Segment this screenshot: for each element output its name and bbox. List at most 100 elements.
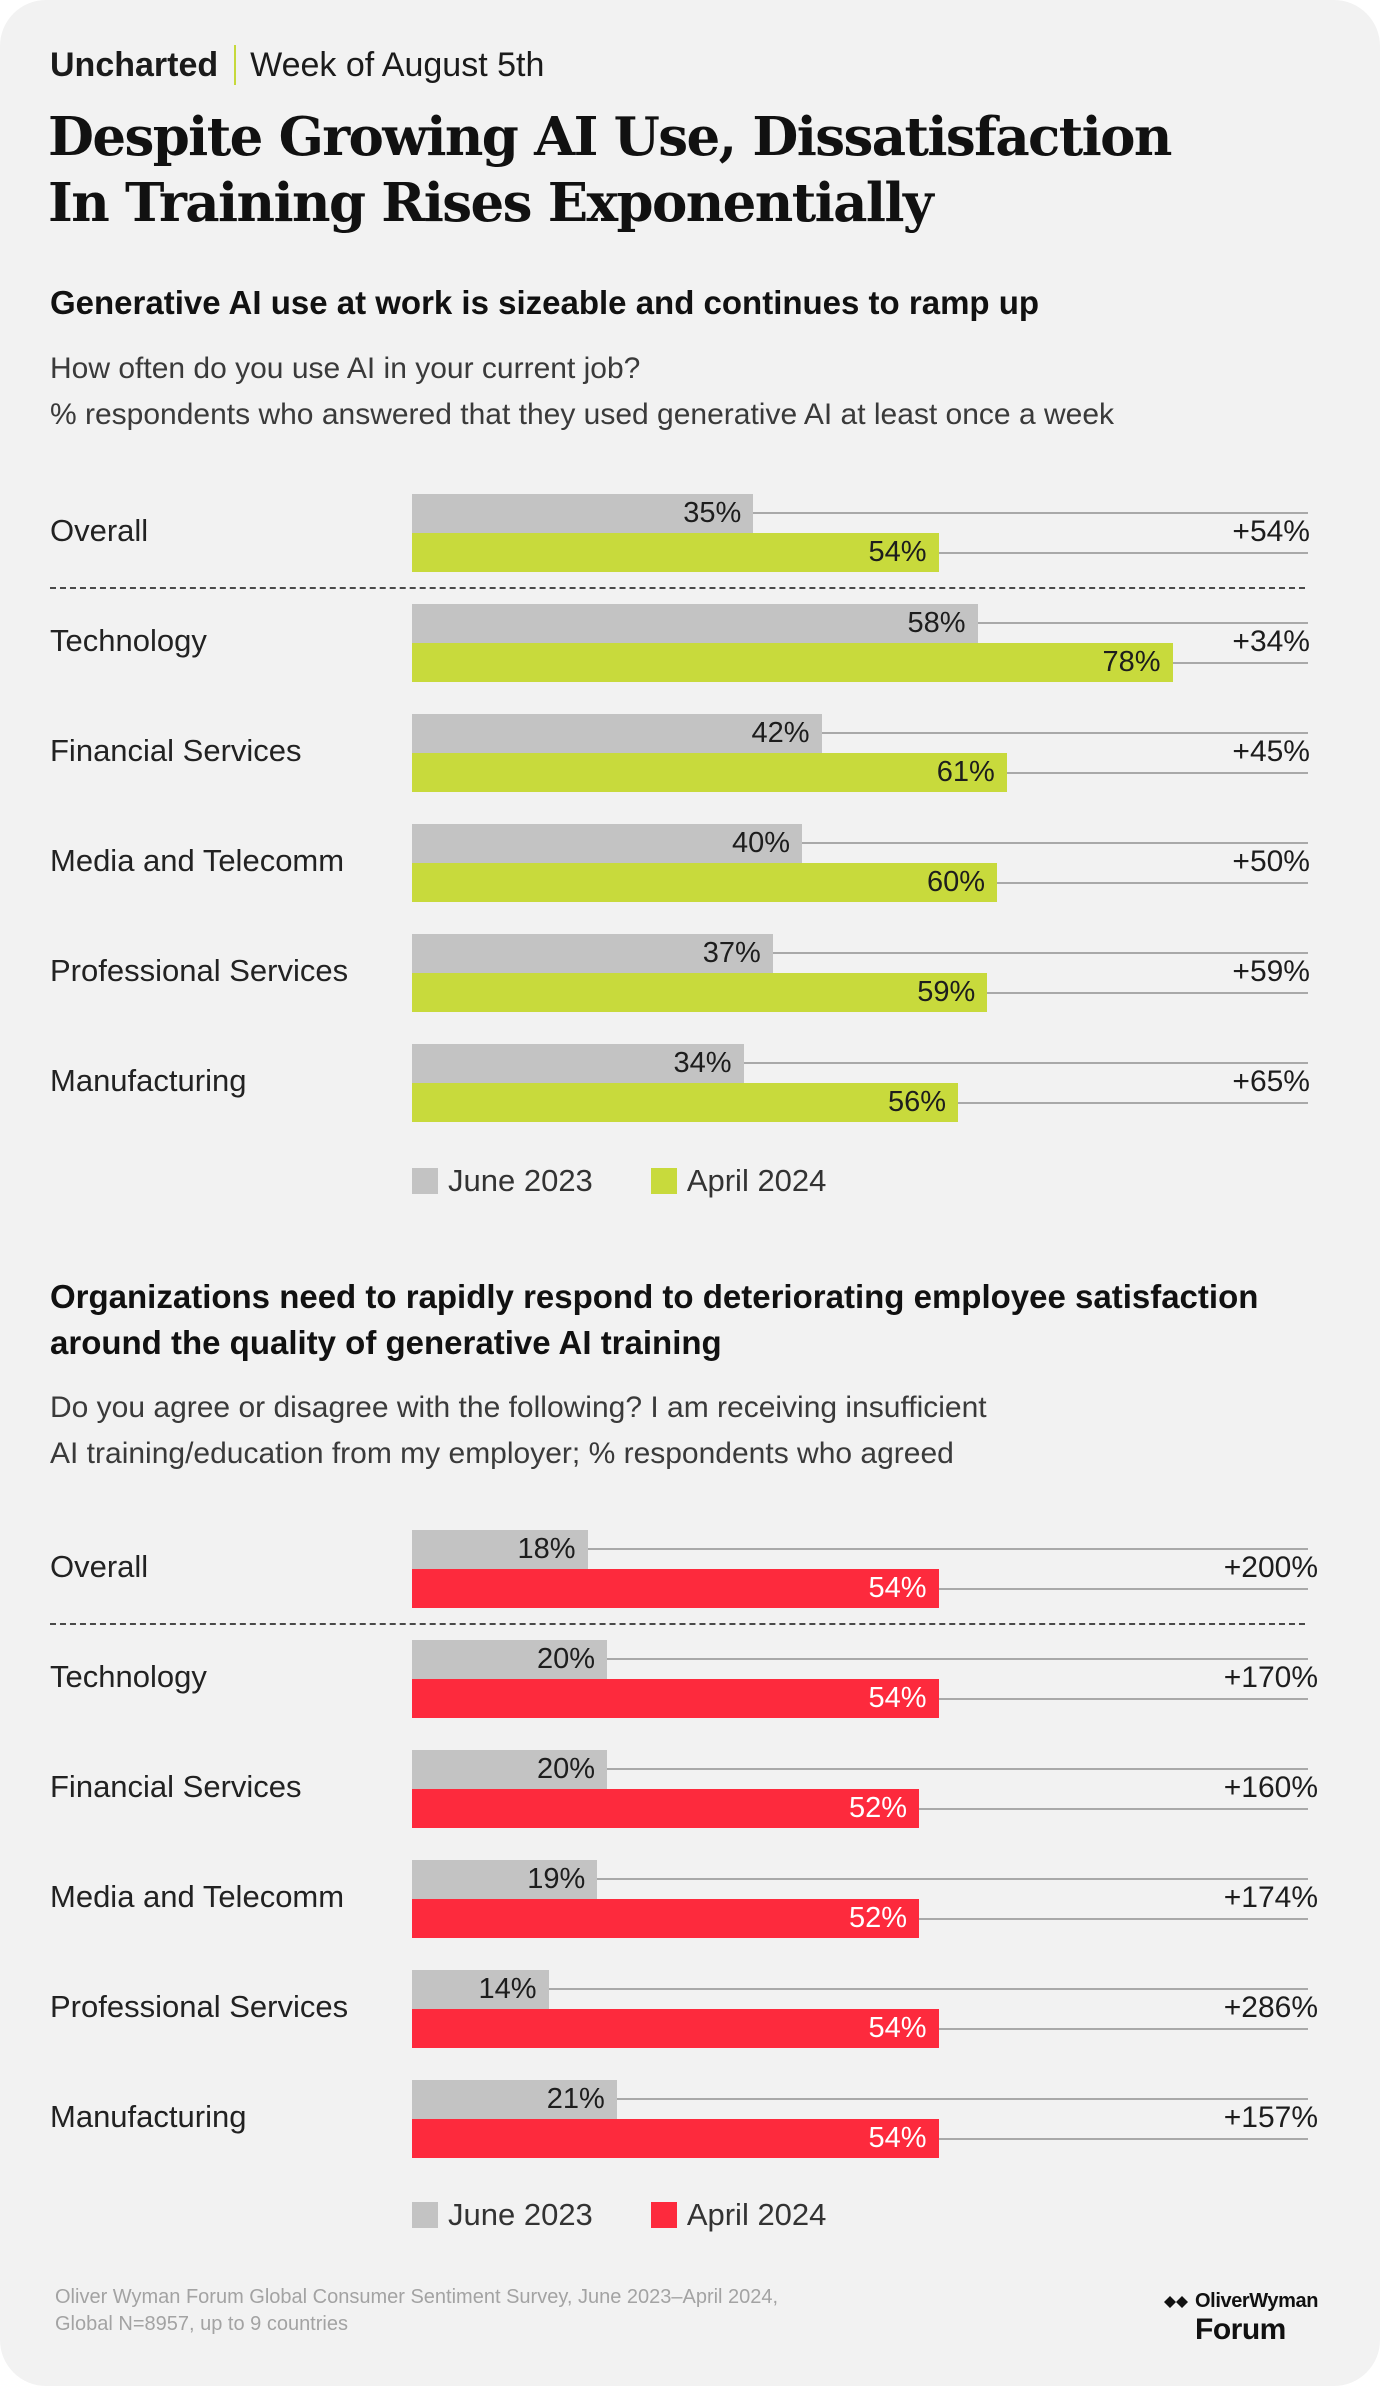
gridline [821, 732, 1308, 734]
gridline [802, 842, 1308, 844]
legend-swatch-june [412, 2202, 438, 2228]
separator-dashed [50, 1623, 1305, 1625]
legend-swatch-june [412, 1168, 438, 1194]
category-label-professional-services: Professional Services [50, 953, 349, 988]
change-label-financial-services: +160% [1223, 1771, 1318, 1804]
bar-april-2024-professional-services [412, 973, 988, 1012]
source-line-1: Oliver Wyman Forum Global Consumer Senti… [55, 2286, 779, 2308]
value-label-april-2024: 60% [926, 866, 985, 898]
bar-april-2024-manufacturing [412, 2119, 939, 2158]
bar-april-2024-financial-services [412, 1789, 919, 1828]
bar-june-2023-technology [412, 604, 978, 643]
section2-subtitle-line-1: Organizations need to rapidly respond to… [50, 1278, 1259, 1315]
chart1-legend: June 2023 April 2024 [412, 1163, 826, 1199]
value-label-june-2023: 37% [702, 937, 761, 969]
bar-april-2024-overall [412, 533, 939, 572]
bar-june-2023-professional-services [412, 934, 773, 973]
value-label-april-2024: 54% [868, 1682, 927, 1714]
week-label: Week of August 5th [250, 45, 545, 84]
value-label-june-2023: 19% [527, 1863, 586, 1895]
category-label-financial-services: Financial Services [50, 1769, 302, 1804]
gridline [997, 882, 1308, 884]
bar-june-2023-overall [412, 494, 754, 533]
change-label-manufacturing: +65% [1232, 1065, 1310, 1098]
bar-april-2024-financial-services [412, 753, 1007, 792]
change-label-media-and-telecomm: +50% [1232, 845, 1310, 878]
value-label-april-2024: 54% [868, 1572, 927, 1604]
value-label-june-2023: 20% [536, 1643, 595, 1675]
value-label-april-2024: 52% [848, 1902, 907, 1934]
gridline [753, 512, 1308, 514]
gridline [919, 1918, 1308, 1920]
value-label-june-2023: 58% [907, 607, 966, 639]
gridline [1006, 772, 1308, 774]
change-label-overall: +200% [1223, 1551, 1318, 1584]
legend-label-june: June 2023 [448, 1163, 593, 1198]
category-label-technology: Technology [50, 1659, 207, 1694]
gridline [597, 1878, 1308, 1880]
title-line-1: Despite Growing AI Use, Dissatisfaction [48, 106, 1172, 168]
page-title: Despite Growing AI Use, Dissatisfaction … [48, 104, 1338, 236]
value-label-june-2023: 42% [751, 717, 810, 749]
bar-june-2023-media-and-telecomm [412, 1860, 598, 1899]
value-label-april-2024: 54% [868, 2122, 927, 2154]
value-label-april-2024: 52% [848, 1792, 907, 1824]
value-label-april-2024: 78% [1102, 646, 1161, 678]
section2-subtitle-line-2: around the quality of generative AI trai… [50, 1324, 722, 1361]
value-label-june-2023: 35% [683, 497, 742, 529]
gridline [987, 992, 1308, 994]
category-label-financial-services: Financial Services [50, 733, 302, 768]
value-label-june-2023: 20% [536, 1753, 595, 1785]
bar-june-2023-overall [412, 1530, 588, 1569]
gridline [1172, 662, 1308, 664]
logo-mark-icon [1164, 2295, 1188, 2308]
value-label-june-2023: 34% [673, 1047, 732, 1079]
gridline [743, 1062, 1308, 1064]
gridline [938, 1588, 1308, 1590]
gridline [607, 1768, 1308, 1770]
source-note: Oliver Wyman Forum Global Consumer Senti… [55, 2284, 778, 2338]
change-label-manufacturing: +157% [1223, 2101, 1318, 2134]
gridline [938, 1698, 1308, 1700]
value-label-june-2023: 18% [517, 1533, 576, 1565]
bar-april-2024-technology [412, 1679, 939, 1718]
logo-forum: Forum [1195, 2313, 1286, 2346]
bar-april-2024-professional-services [412, 2009, 939, 2048]
legend-label-april: April 2024 [686, 2197, 827, 2232]
section2-question: Do you agree or disagree with the follow… [50, 1385, 1300, 1477]
chart2-legend: June 2023 April 2024 [412, 2197, 826, 2233]
gridline [919, 1808, 1308, 1810]
separator-dashed [50, 587, 1305, 589]
header: Uncharted Week of August 5th [50, 40, 544, 90]
value-label-april-2024: 59% [917, 976, 976, 1008]
gridline [587, 1548, 1308, 1550]
section1-question-line-1: How often do you use AI in your current … [50, 352, 641, 385]
bar-april-2024-technology [412, 643, 1173, 682]
gridline [772, 952, 1308, 954]
legend-label-april: April 2024 [686, 1163, 827, 1198]
bar-june-2023-financial-services [412, 714, 822, 753]
title-line-2: In Training Rises Exponentially [48, 172, 934, 234]
header-divider [234, 45, 237, 85]
brand-name: Uncharted [50, 45, 219, 84]
gridline [977, 622, 1308, 624]
category-label-professional-services: Professional Services [50, 1989, 349, 2024]
section2-question-line-1: Do you agree or disagree with the follow… [50, 1391, 987, 1424]
change-label-financial-services: +45% [1232, 735, 1310, 768]
bar-june-2023-technology [412, 1640, 607, 1679]
gridline [938, 2138, 1308, 2140]
bar-april-2024-manufacturing [412, 1083, 958, 1122]
category-label-media-and-telecomm: Media and Telecomm [50, 843, 345, 878]
gridline [548, 1988, 1308, 1990]
legend-swatch-april [650, 2202, 677, 2228]
bar-june-2023-manufacturing [412, 1044, 744, 1083]
value-label-june-2023: 14% [478, 1973, 537, 2005]
value-label-april-2024: 54% [868, 536, 927, 568]
legend-swatch-april [650, 1168, 677, 1194]
change-label-technology: +34% [1232, 625, 1310, 658]
bar-april-2024-overall [412, 1569, 939, 1608]
gridline [607, 1658, 1308, 1660]
value-label-april-2024: 54% [868, 2012, 927, 2044]
section2-subtitle: Organizations need to rapidly respond to… [50, 1274, 1350, 1366]
